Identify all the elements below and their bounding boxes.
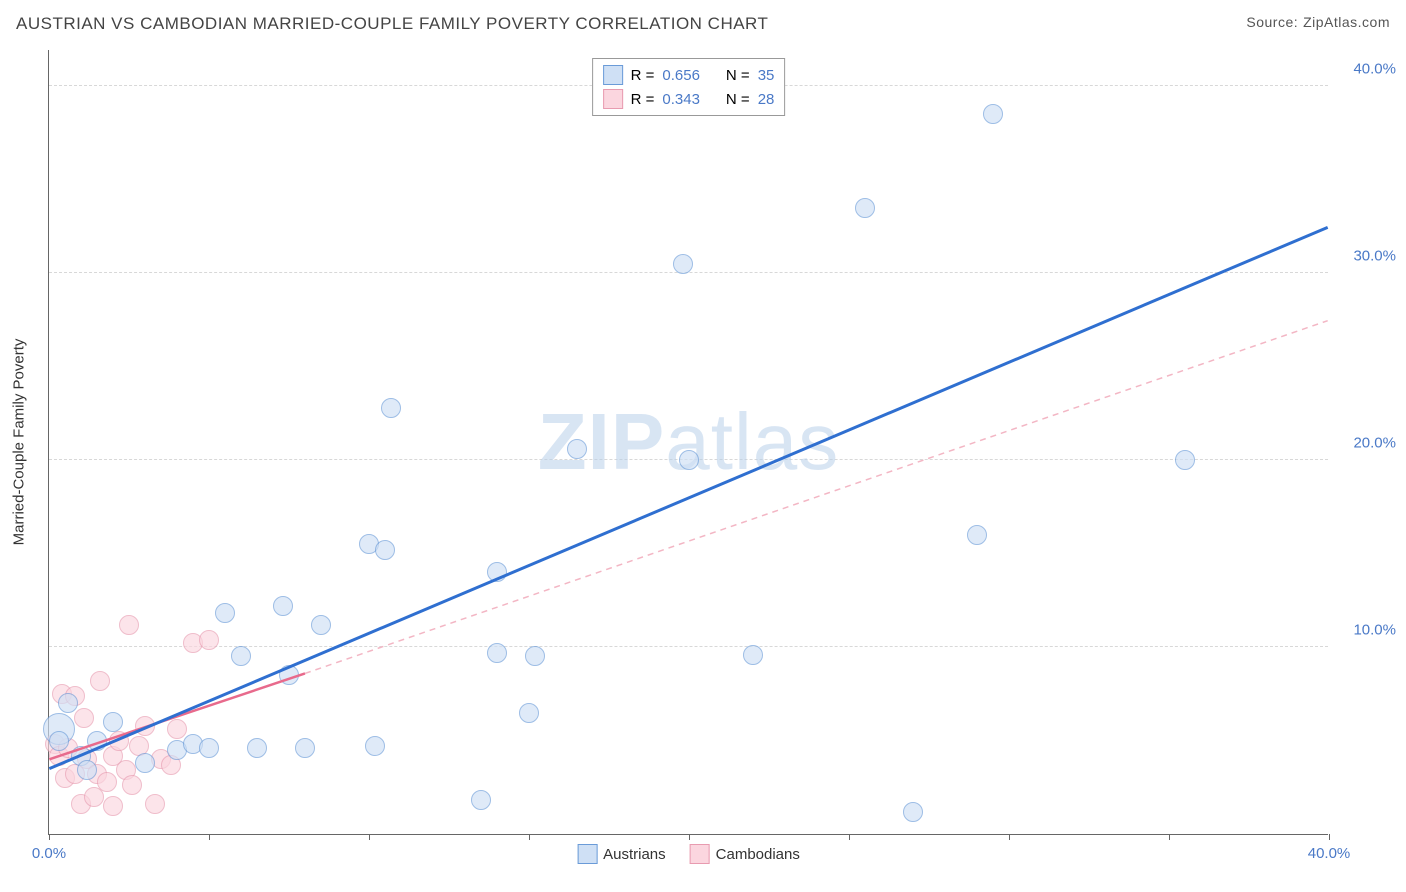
x-tick bbox=[689, 834, 690, 840]
scatter-point-austrians bbox=[519, 703, 539, 723]
scatter-point-austrians bbox=[215, 603, 235, 623]
scatter-point-cambodians bbox=[74, 708, 94, 728]
scatter-point-austrians bbox=[77, 760, 97, 780]
gridline bbox=[49, 272, 1328, 273]
scatter-point-austrians bbox=[58, 693, 78, 713]
legend-row-cambodians: R = 0.343 N = 28 bbox=[603, 87, 775, 111]
y-axis-title: Married-Couple Family Poverty bbox=[11, 339, 28, 546]
n-label: N = bbox=[726, 91, 750, 108]
r-value-cambodians: 0.343 bbox=[662, 91, 700, 108]
watermark-text-1: ZIP bbox=[538, 397, 665, 486]
scatter-point-cambodians bbox=[103, 796, 123, 816]
scatter-point-austrians bbox=[365, 736, 385, 756]
x-tick bbox=[529, 834, 530, 840]
y-tick-label: 10.0% bbox=[1336, 622, 1396, 639]
legend-row-austrians: R = 0.656 N = 35 bbox=[603, 63, 775, 87]
legend-item-austrians: Austrians bbox=[577, 844, 666, 864]
chart-title: AUSTRIAN VS CAMBODIAN MARRIED-COUPLE FAM… bbox=[16, 14, 768, 34]
scatter-point-austrians bbox=[247, 738, 267, 758]
scatter-point-cambodians bbox=[145, 794, 165, 814]
n-label: N = bbox=[726, 67, 750, 84]
legend-item-cambodians: Cambodians bbox=[690, 844, 800, 864]
x-tick-label: 40.0% bbox=[1308, 845, 1351, 862]
scatter-point-austrians bbox=[855, 198, 875, 218]
scatter-point-austrians bbox=[903, 802, 923, 822]
scatter-point-austrians bbox=[471, 790, 491, 810]
x-tick bbox=[209, 834, 210, 840]
y-tick-label: 20.0% bbox=[1336, 435, 1396, 452]
x-tick bbox=[849, 834, 850, 840]
scatter-point-austrians bbox=[673, 254, 693, 274]
scatter-point-austrians bbox=[49, 731, 69, 751]
source-attribution: Source: ZipAtlas.com bbox=[1246, 14, 1390, 32]
watermark-text-2: atlas bbox=[665, 397, 839, 486]
y-tick-label: 40.0% bbox=[1336, 61, 1396, 78]
scatter-point-austrians bbox=[87, 731, 107, 751]
x-tick bbox=[1169, 834, 1170, 840]
legend-label-cambodians: Cambodians bbox=[716, 846, 800, 863]
y-tick-label: 30.0% bbox=[1336, 248, 1396, 265]
scatter-point-austrians bbox=[567, 439, 587, 459]
scatter-plot-area: Married-Couple Family Poverty ZIPatlas R… bbox=[48, 50, 1328, 835]
trend-line bbox=[49, 227, 1327, 768]
scatter-point-austrians bbox=[1175, 450, 1195, 470]
scatter-point-austrians bbox=[487, 562, 507, 582]
scatter-point-cambodians bbox=[135, 716, 155, 736]
swatch-cambodians-icon bbox=[690, 844, 710, 864]
scatter-point-cambodians bbox=[109, 731, 129, 751]
scatter-point-austrians bbox=[743, 645, 763, 665]
x-tick bbox=[369, 834, 370, 840]
x-tick bbox=[49, 834, 50, 840]
r-label: R = bbox=[631, 67, 655, 84]
scatter-point-austrians bbox=[679, 450, 699, 470]
scatter-point-cambodians bbox=[199, 630, 219, 650]
scatter-point-austrians bbox=[487, 643, 507, 663]
swatch-austrians-icon bbox=[603, 65, 623, 85]
scatter-point-austrians bbox=[311, 615, 331, 635]
scatter-point-cambodians bbox=[97, 772, 117, 792]
swatch-cambodians-icon bbox=[603, 89, 623, 109]
scatter-point-austrians bbox=[231, 646, 251, 666]
trend-lines-layer bbox=[49, 50, 1328, 834]
scatter-point-cambodians bbox=[90, 671, 110, 691]
series-legend: Austrians Cambodians bbox=[577, 844, 800, 864]
r-value-austrians: 0.656 bbox=[662, 67, 700, 84]
scatter-point-austrians bbox=[279, 665, 299, 685]
swatch-austrians-icon bbox=[577, 844, 597, 864]
scatter-point-austrians bbox=[525, 646, 545, 666]
scatter-point-austrians bbox=[381, 398, 401, 418]
scatter-point-cambodians bbox=[119, 615, 139, 635]
scatter-point-austrians bbox=[375, 540, 395, 560]
scatter-point-austrians bbox=[135, 753, 155, 773]
n-value-austrians: 35 bbox=[758, 67, 775, 84]
scatter-point-cambodians bbox=[122, 775, 142, 795]
x-tick bbox=[1329, 834, 1330, 840]
scatter-point-austrians bbox=[967, 525, 987, 545]
source-value: ZipAtlas.com bbox=[1303, 14, 1390, 30]
x-tick bbox=[1009, 834, 1010, 840]
scatter-point-cambodians bbox=[167, 719, 187, 739]
r-label: R = bbox=[631, 91, 655, 108]
correlation-legend: R = 0.656 N = 35 R = 0.343 N = 28 bbox=[592, 58, 786, 116]
scatter-point-austrians bbox=[103, 712, 123, 732]
legend-label-austrians: Austrians bbox=[603, 846, 666, 863]
scatter-point-austrians bbox=[295, 738, 315, 758]
scatter-point-austrians bbox=[983, 104, 1003, 124]
trend-line bbox=[305, 321, 1328, 674]
x-tick-label: 0.0% bbox=[32, 845, 66, 862]
source-label: Source: bbox=[1246, 14, 1298, 30]
scatter-point-austrians bbox=[273, 596, 293, 616]
scatter-point-austrians bbox=[199, 738, 219, 758]
n-value-cambodians: 28 bbox=[758, 91, 775, 108]
